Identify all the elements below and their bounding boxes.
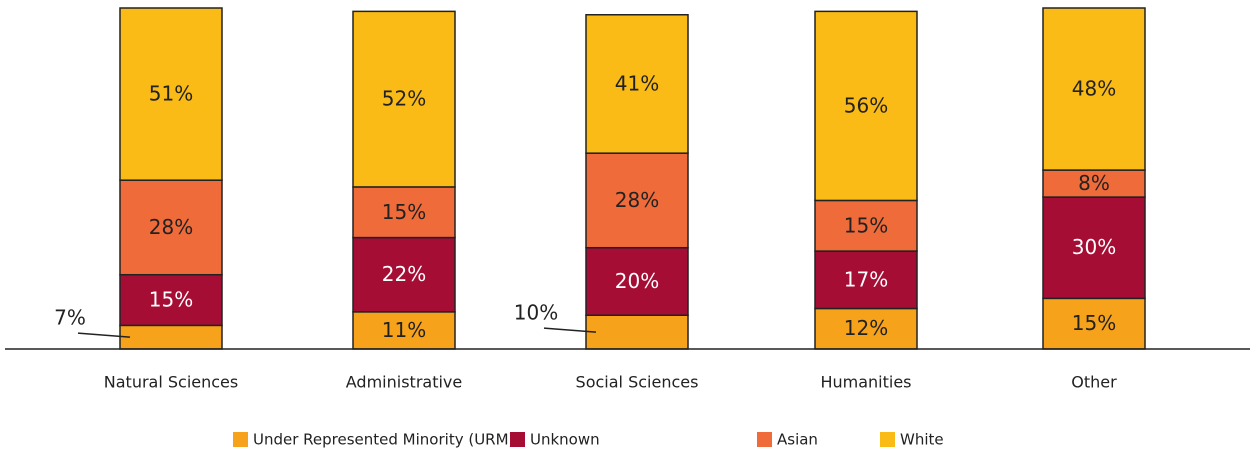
segment-label: 15%: [844, 213, 888, 237]
x-tick-label: Other: [1071, 373, 1117, 392]
segment-label: 17%: [844, 267, 888, 291]
x-tick-label: Administrative: [346, 373, 462, 392]
segment-label: 28%: [149, 215, 193, 239]
segment-label: 56%: [844, 93, 888, 117]
bar-segment: [119, 324, 223, 350]
bar-segment: [814, 199, 918, 252]
bar-segment: [585, 14, 689, 154]
bar-segment: [814, 307, 918, 350]
bar-segment: [585, 246, 689, 316]
x-tick-label: Social Sciences: [576, 373, 699, 392]
segment-label: 22%: [382, 262, 426, 286]
leader-line: [77, 332, 131, 338]
legend-label: Asian: [777, 431, 818, 449]
bar-segment: [119, 7, 223, 181]
bar-segment: [352, 236, 456, 313]
bar-segment: [1042, 196, 1146, 300]
segment-label: 48%: [1072, 77, 1116, 101]
legend-swatch: [233, 432, 248, 447]
segment-label: 28%: [615, 188, 659, 212]
segment-label: 15%: [1072, 311, 1116, 335]
legend-swatch: [510, 432, 525, 447]
bar-segment: [1042, 169, 1146, 198]
segment-label: 11%: [382, 318, 426, 342]
segment-label: 52%: [382, 87, 426, 111]
segment-label: 15%: [149, 288, 193, 312]
segment-label: 7%: [54, 306, 86, 330]
segment-label: 51%: [149, 82, 193, 106]
bar-segment: [585, 314, 689, 350]
bar-segment: [1042, 297, 1146, 350]
segment-label: 10%: [514, 301, 558, 325]
segment-label: 15%: [382, 200, 426, 224]
bar-segment: [814, 250, 918, 310]
legend-label: Unknown: [530, 431, 600, 449]
bar-segment: [352, 10, 456, 188]
leader-line: [543, 327, 597, 333]
segment-label: 20%: [615, 269, 659, 293]
segment-label: 30%: [1072, 235, 1116, 259]
bar-segment: [119, 179, 223, 276]
bar-segment: [352, 186, 456, 239]
segment-label: 8%: [1078, 171, 1110, 195]
segment-label: 12%: [844, 316, 888, 340]
legend-swatch: [757, 432, 772, 447]
legend-swatch: [880, 432, 895, 447]
legend-label: Under Represented Minority (URM): [253, 431, 514, 449]
bar-segment: [814, 10, 918, 202]
x-tick-label: Natural Sciences: [104, 373, 238, 392]
segment-label: 41%: [615, 71, 659, 95]
bar-segment: [585, 152, 689, 249]
bar-segment: [119, 273, 223, 327]
x-tick-label: Humanities: [820, 373, 911, 392]
legend-label: White: [900, 431, 944, 449]
bar-segment: [1042, 7, 1146, 171]
